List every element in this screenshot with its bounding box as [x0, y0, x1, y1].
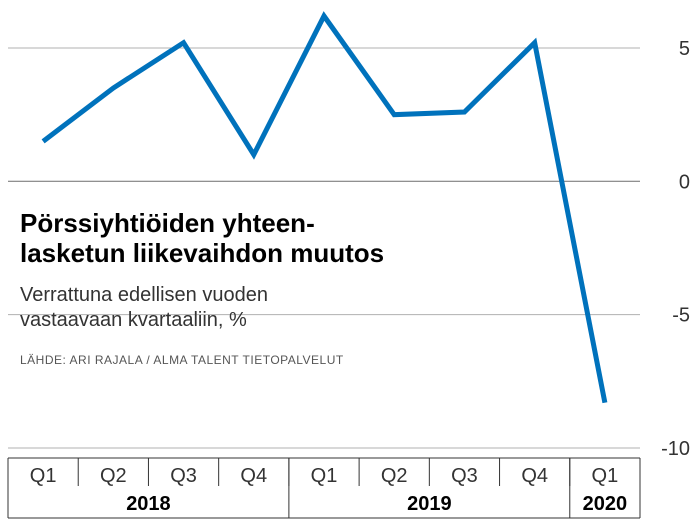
- title-line-1: Pörssiyhtiöiden yhteen-: [20, 208, 315, 238]
- subtitle-line-1: Verrattuna edellisen vuoden: [20, 284, 268, 306]
- x-tick-label: Q3: [170, 465, 197, 487]
- source-text: LÄHDE: ARI RAJALA / ALMA TALENT TIETOPAL…: [20, 353, 344, 367]
- x-tick-label: Q1: [30, 465, 57, 487]
- subtitle-line-2: vastaavaan kvartaaliin, %: [20, 309, 247, 331]
- chart-title: Pörssiyhtiöiden yhteen- lasketun liikeva…: [20, 209, 384, 269]
- y-tick-label: -10: [661, 438, 690, 460]
- y-tick-label: 0: [679, 171, 690, 193]
- y-tick-label: 5: [679, 38, 690, 60]
- year-label: 2020: [583, 493, 628, 515]
- chart-container: 5 0 -5 -10 Q1 Q2 Q3 Q4 Q1 Q2 Q3 Q4 Q1 2018 2019 2020 Pö…: [0, 0, 696, 522]
- x-tick-label: Q4: [521, 465, 548, 487]
- x-tick-label: Q4: [240, 465, 267, 487]
- x-tick-label: Q2: [100, 465, 127, 487]
- year-label: 2018: [126, 493, 171, 515]
- title-line-2: lasketun liikevaihdon muutos: [20, 238, 384, 268]
- y-tick-label: -5: [672, 305, 690, 327]
- chart-source: LÄHDE: ARI RAJALA / ALMA TALENT TIETOPAL…: [20, 353, 344, 367]
- x-tick-label: Q2: [381, 465, 408, 487]
- chart-subtitle: Verrattuna edellisen vuoden vastaavaan k…: [20, 283, 268, 333]
- x-tick-label: Q1: [311, 465, 338, 487]
- x-tick-label: Q3: [451, 465, 478, 487]
- year-label: 2019: [407, 493, 452, 515]
- x-tick-label: Q1: [592, 465, 619, 487]
